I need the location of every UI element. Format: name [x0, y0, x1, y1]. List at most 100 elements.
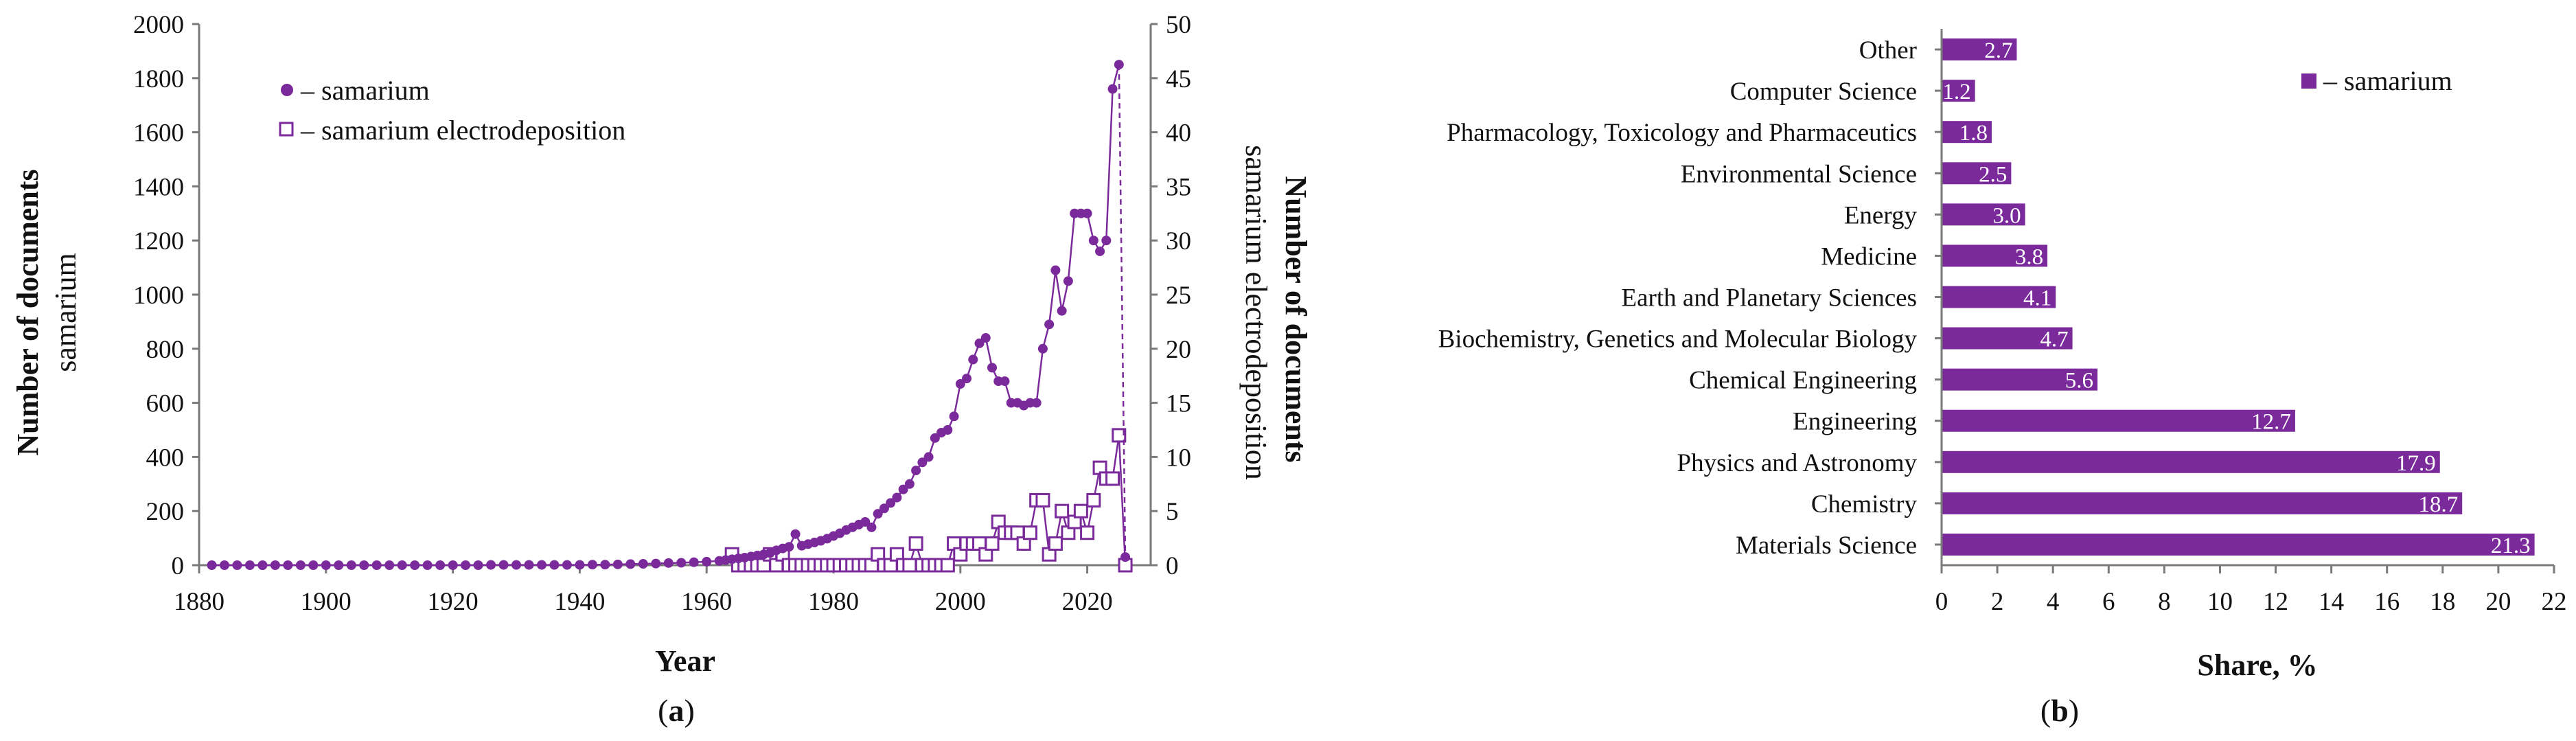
- y2-axis-title: samarium electrodeposition: [1239, 145, 1273, 480]
- data-point-samarium-electrodeposition: [1022, 525, 1037, 540]
- data-point-samarium: [397, 560, 407, 570]
- data-point-samarium: [410, 560, 420, 570]
- data-point-samarium: [1114, 60, 1124, 70]
- x-tick-label: 10: [2207, 588, 2233, 616]
- bar: [1942, 492, 2463, 514]
- data-point-samarium: [917, 457, 928, 468]
- panel-b-legend: – samarium: [2301, 65, 2452, 96]
- data-point-samarium-electrodeposition: [1086, 492, 1101, 508]
- x-tick-label: 0: [1935, 588, 1948, 616]
- bar: [1942, 162, 2012, 185]
- bar: [1942, 80, 1975, 102]
- data-point-samarium: [638, 559, 648, 569]
- data-point-samarium: [536, 560, 547, 570]
- caption-a: (a): [658, 693, 695, 728]
- data-point-samarium: [498, 560, 509, 570]
- y-tick-label: 800: [146, 336, 185, 364]
- category-label: Earth and Planetary Sciences: [1622, 284, 1917, 312]
- data-point-samarium: [371, 560, 382, 570]
- category-label: Other: [1859, 36, 1917, 65]
- data-point-samarium: [784, 542, 794, 552]
- series-samarium: [207, 60, 1131, 570]
- y2-axis-title-bold: Number of documents: [1279, 176, 1313, 462]
- bar: [1942, 533, 2535, 556]
- data-point-samarium: [448, 560, 458, 570]
- x-axis-title-share: Share, %: [2197, 648, 2317, 682]
- x-tick-label: 2000: [935, 588, 986, 616]
- y2-tick-label: 30: [1166, 227, 1191, 255]
- data-point-samarium: [1107, 84, 1118, 94]
- bar: [1942, 38, 2017, 61]
- data-point-samarium: [257, 560, 268, 570]
- data-point-samarium: [651, 558, 661, 569]
- bar-value-label: 4.1: [2023, 286, 2051, 311]
- caption-b: (b): [2040, 693, 2079, 728]
- data-point-samarium: [600, 560, 610, 570]
- data-point-samarium: [1088, 236, 1099, 246]
- data-point-samarium-electrodeposition: [940, 558, 955, 573]
- category-label: Biochemistry, Genetics and Molecular Bio…: [1438, 326, 1918, 354]
- y-tick-label: 0: [172, 552, 185, 580]
- x-tick-label: 16: [2374, 588, 2400, 616]
- data-point-samarium: [923, 452, 934, 462]
- data-point-samarium-electrodeposition: [985, 536, 1000, 551]
- data-point-samarium: [461, 560, 471, 570]
- y2-tick-label: 45: [1166, 65, 1191, 93]
- x-tick-label: 1960: [681, 588, 732, 616]
- category-label: Pharmacology, Toxicology and Pharmaceuti…: [1447, 119, 1917, 147]
- y2-tick-label: 50: [1166, 11, 1191, 39]
- data-point-samarium: [1057, 306, 1067, 316]
- bar-value-label: 2.5: [1979, 162, 2007, 187]
- y-tick-label: 1200: [133, 227, 184, 255]
- bar-value-label: 17.9: [2396, 451, 2436, 476]
- legend-marker-samarium-bar: [2301, 73, 2316, 89]
- data-point-samarium: [702, 556, 712, 567]
- legend-label-samarium: – samarium: [300, 75, 430, 106]
- bar: [1942, 368, 2098, 391]
- panel-a-legend: – samarium – samarium electrodeposition: [279, 75, 625, 146]
- y-tick-label: 400: [146, 444, 185, 472]
- bar-value-label: 1.8: [1959, 121, 1988, 146]
- data-point-samarium: [873, 509, 883, 519]
- y-tick-label: 2000: [133, 11, 184, 39]
- data-point-samarium: [911, 466, 921, 476]
- data-point-samarium: [295, 560, 306, 570]
- panel-a-line-chart: 0 200 400 600 800 1000 1200 1400 1600 1800 2000 0 5 1…: [11, 11, 1313, 728]
- bar: [1942, 327, 2073, 350]
- data-point-samarium: [219, 560, 229, 570]
- data-point-samarium: [663, 558, 674, 568]
- x-axis-title: Year: [655, 644, 715, 678]
- data-point-samarium-electrodeposition: [1048, 536, 1063, 551]
- data-point-samarium-electrodeposition: [902, 558, 917, 573]
- bar-value-label: 18.7: [2418, 492, 2458, 517]
- series-samarium-electrodeposition: [724, 428, 1133, 573]
- y-axis-title-bold: Number of documents: [11, 169, 45, 455]
- y2-tick-label: 20: [1166, 336, 1191, 364]
- data-point-samarium: [949, 411, 959, 422]
- bar-value-label: 5.6: [2065, 369, 2093, 394]
- data-point-samarium: [473, 560, 483, 570]
- data-point-samarium: [435, 560, 446, 570]
- bar: [1942, 451, 2440, 473]
- data-point-samarium: [511, 560, 521, 570]
- x-tick-label: 1920: [428, 588, 479, 616]
- data-point-samarium: [1037, 343, 1048, 354]
- legend-marker-samarium-electrodeposition: [279, 122, 294, 137]
- x-tick-label: 2020: [1062, 588, 1113, 616]
- category-label: Computer Science: [1730, 78, 1917, 106]
- data-point-samarium: [962, 374, 972, 384]
- y2-tick-label: 25: [1166, 282, 1191, 310]
- data-point-samarium-electrodeposition: [1073, 503, 1088, 518]
- data-point-samarium: [1120, 552, 1131, 562]
- x-tick-label: 8: [2158, 588, 2171, 616]
- x-tick-label: 18: [2430, 588, 2455, 616]
- data-point-samarium: [562, 560, 572, 570]
- category-label: Environmental Science: [1681, 160, 1917, 188]
- data-point-samarium-electrodeposition: [1105, 471, 1120, 486]
- data-point-samarium: [1095, 246, 1105, 256]
- data-point-samarium: [879, 503, 889, 514]
- data-point-samarium: [207, 560, 217, 570]
- bar-value-label: 12.7: [2251, 410, 2291, 435]
- y2-tick-label: 35: [1166, 173, 1191, 201]
- data-point-samarium: [1082, 208, 1092, 218]
